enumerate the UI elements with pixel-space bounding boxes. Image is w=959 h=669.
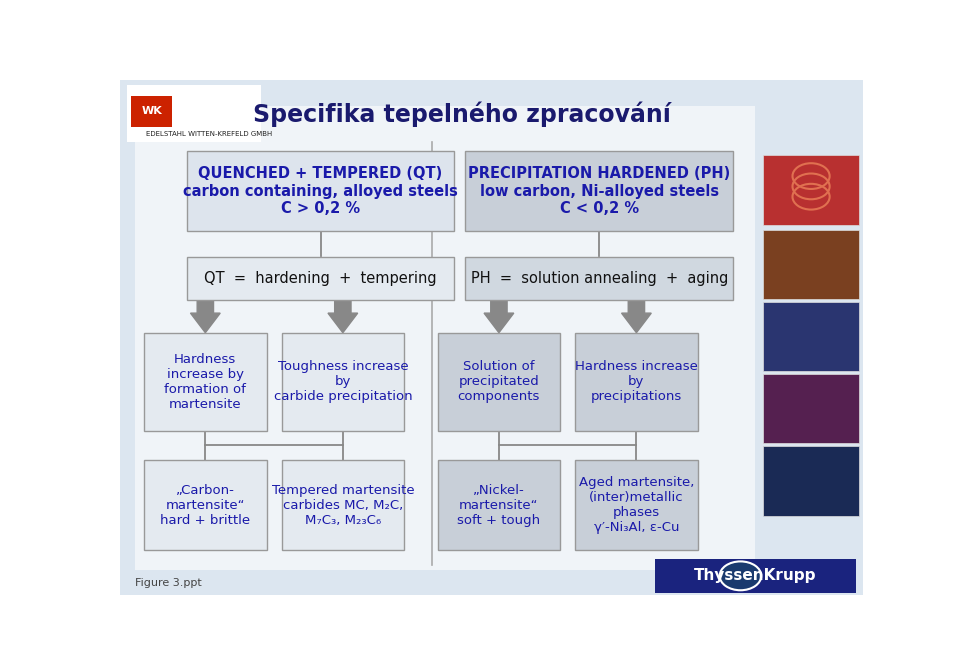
FancyArrow shape xyxy=(484,301,514,332)
Text: Solution of
precipitated
components: Solution of precipitated components xyxy=(457,360,540,403)
Text: Figure 3.ppt: Figure 3.ppt xyxy=(134,577,201,587)
Text: PH  =  solution annealing  +  aging: PH = solution annealing + aging xyxy=(471,271,728,286)
FancyArrow shape xyxy=(328,301,358,332)
FancyBboxPatch shape xyxy=(187,151,455,231)
Text: „Nickel-
martensite“
soft + tough: „Nickel- martensite“ soft + tough xyxy=(457,484,541,527)
FancyBboxPatch shape xyxy=(144,332,267,431)
Text: „Carbon-
martensite“
hard + brittle: „Carbon- martensite“ hard + brittle xyxy=(160,484,250,527)
Text: Aged martensite,
(inter)metallic
phases
γ′-Ni₃Al, ε-Cu: Aged martensite, (inter)metallic phases … xyxy=(578,476,694,535)
Text: Hardness
increase by
formation of
martensite: Hardness increase by formation of marten… xyxy=(164,353,246,411)
Text: PRECIPITATION HARDENED (PH)
low carbon, Ni-alloyed steels
C < 0,2 %: PRECIPITATION HARDENED (PH) low carbon, … xyxy=(468,166,731,216)
FancyBboxPatch shape xyxy=(282,332,404,431)
Bar xyxy=(762,155,859,225)
Bar xyxy=(131,96,172,126)
Bar xyxy=(762,302,859,371)
FancyBboxPatch shape xyxy=(187,257,455,300)
FancyBboxPatch shape xyxy=(465,257,733,300)
Text: Toughness increase
by
carbide precipitation: Toughness increase by carbide precipitat… xyxy=(273,360,412,403)
FancyBboxPatch shape xyxy=(437,460,560,551)
Bar xyxy=(762,229,859,299)
FancyArrow shape xyxy=(191,301,221,332)
Text: EDELSTAHL WITTEN-KREFELD GMBH: EDELSTAHL WITTEN-KREFELD GMBH xyxy=(146,131,272,137)
FancyBboxPatch shape xyxy=(575,332,698,431)
FancyBboxPatch shape xyxy=(144,460,267,551)
Bar xyxy=(762,446,859,516)
Text: ThyssenKrupp: ThyssenKrupp xyxy=(694,569,816,583)
Text: QUENCHED + TEMPERED (QT)
carbon containing, alloyed steels
C > 0,2 %: QUENCHED + TEMPERED (QT) carbon containi… xyxy=(183,166,458,216)
Text: Specifika tepelného zpracování: Specifika tepelného zpracování xyxy=(253,101,670,126)
Text: WK: WK xyxy=(142,106,162,116)
Text: QT  =  hardening  +  tempering: QT = hardening + tempering xyxy=(204,271,437,286)
Bar xyxy=(128,86,261,142)
FancyBboxPatch shape xyxy=(437,332,560,431)
FancyBboxPatch shape xyxy=(575,460,698,551)
FancyArrow shape xyxy=(621,301,651,332)
Text: Hardness increase
by
precipitations: Hardness increase by precipitations xyxy=(575,360,698,403)
FancyBboxPatch shape xyxy=(465,151,733,231)
FancyBboxPatch shape xyxy=(282,460,404,551)
Bar xyxy=(134,106,756,570)
Text: Tempered martensite
carbides MC, M₂C,
M₇C₃, M₂₃C₆: Tempered martensite carbides MC, M₂C, M₇… xyxy=(271,484,414,527)
Bar xyxy=(762,374,859,444)
Bar xyxy=(655,559,855,593)
Circle shape xyxy=(719,561,761,590)
